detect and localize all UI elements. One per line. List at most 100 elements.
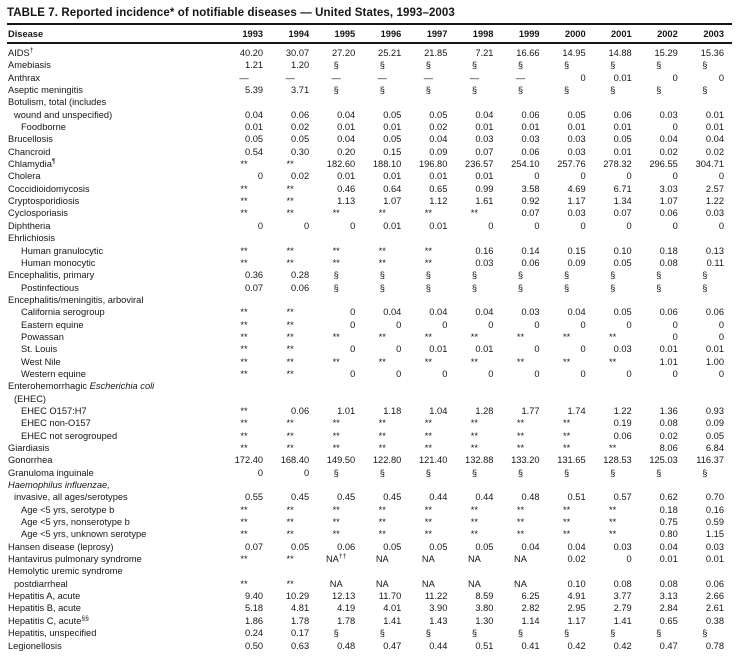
value-cell: — [377,72,387,83]
value-cell: ** [516,443,525,453]
table-row: EHEC not serogrouped ** ** ** ** ** ** ** ** 0.06… [7,430,732,442]
value-cell: 0 [718,220,724,231]
value-cell: § [656,85,662,96]
value-cell [363,380,409,392]
disease-label: invasive, all ages/serotypes [14,492,128,503]
value-cell: ** [562,504,571,515]
value-cell [317,96,363,108]
value-cell: 0 [350,344,356,355]
value-cell: ** [240,430,248,441]
value-cell [317,380,363,392]
value-cell [409,393,455,405]
disease-label: Haemophilus influenzae, [8,480,110,491]
value-cell: 0.80 [659,529,678,540]
value-cell: 296.55 [649,159,678,170]
value-cell: 0.08 [659,418,678,429]
value-cell [455,565,501,577]
value-cell: § [333,85,339,96]
value-cell: 0.20 [337,146,356,157]
table-row: invasive, all ages/serotypes 0.55 0.45 0.45… [7,491,732,503]
value-cell: 1.00 [705,356,724,367]
value-cell: ** [470,418,479,429]
value-cell: 0.05 [613,134,632,145]
disease-label: EHEC non-O157 [21,418,91,429]
value-cell: 0.03 [613,541,632,552]
value-cell [317,479,363,491]
value-cell: 122.80 [372,455,402,466]
value-cell: 0.78 [705,640,724,651]
value-cell: § [471,467,478,478]
value-cell: 0 [626,171,632,182]
table-row: West Nile ** ** ** ** ** ** ** ** ** 1.01 1.00 [7,356,732,368]
value-cell: 2.57 [705,183,724,194]
value-cell: 0.06 [613,430,632,441]
value-cell: 0.04 [475,109,494,120]
value-cell: ** [286,517,294,528]
value-cell: 1.07 [383,196,402,207]
table-row: Aseptic meningitis 5.39 3.71 § § § § § § § § § [7,84,732,96]
value-cell: 0.03 [659,109,678,120]
value-cell: 0.16 [475,245,494,256]
value-cell: 0.01 [705,344,724,355]
value-cell: 0.06 [521,146,540,157]
value-cell: § [656,282,662,293]
value-cell: 0.04 [429,307,448,318]
value-cell: 116.37 [696,455,724,466]
value-cell: 0.24 [244,628,264,639]
value-cell: § [656,60,662,71]
value-cell: 0.65 [659,615,678,626]
disease-label: Cyclosporiasis [8,208,68,219]
value-cell: 1.13 [337,196,356,207]
value-cell [686,393,732,405]
value-cell: ** [286,208,294,219]
value-cell: 0.62 [659,492,678,503]
value-cell [225,232,271,244]
column-header-disease: Disease [7,25,225,44]
value-cell [225,393,271,405]
table-row: Giardiasis ** ** ** ** ** ** ** ** ** 8.06 6.84 [7,442,732,454]
value-cell: 0.05 [383,134,402,145]
value-cell: 0.48 [521,492,540,503]
value-cell [686,294,732,306]
value-cell: 172.40 [234,455,264,466]
value-cell: 0.01 [521,122,540,133]
value-cell: ** [424,504,432,515]
table-row: Encephalitis/meningitis, arboviral [7,294,732,306]
value-cell: 0 [580,171,586,182]
value-cell: 2.95 [567,603,586,614]
value-cell: 0.05 [429,541,448,552]
value-cell: 6.84 [705,443,724,453]
value-cell: 0.02 [291,122,310,133]
value-cell: ** [332,517,340,528]
value-cell: 0.42 [567,640,586,651]
value-cell [640,479,686,491]
value-cell: ** [240,356,248,367]
table-row: Postinfectious 0.07 0.06 § § § § § § § § § [7,282,732,294]
value-cell: 4.01 [383,603,402,614]
value-cell: 1.36 [659,405,678,416]
value-cell: ** [424,356,432,367]
value-cell: NA†† [325,553,347,565]
value-cell [501,380,547,392]
value-cell: ** [609,331,617,342]
value-cell: 1.34 [613,196,632,207]
disease-label: Foodborne [21,122,66,133]
value-cell: ** [240,159,248,170]
table-title: TABLE 7. Reported incidence* of notifiab… [7,5,732,25]
value-cell: 2.84 [659,603,678,614]
value-cell [594,294,640,306]
value-cell: ** [286,368,294,379]
disease-label: St. Louis [21,344,58,355]
value-cell: 1.18 [383,405,402,416]
value-cell: 0.01 [337,122,356,133]
value-cell: 0.02 [705,146,724,157]
value-cell: ** [378,331,386,342]
disease-label: Hemolytic uremic syndrome [8,566,123,577]
value-cell: ** [424,331,432,342]
value-cell: § [333,60,339,71]
value-cell: 0.04 [705,134,724,145]
table-row: Cryptosporidiosis ** ** 1.13 1.07 1.12 1.61 0.9… [7,195,732,207]
value-cell: 0.06 [337,541,356,552]
value-cell: ** [286,319,294,330]
value-cell: § [517,628,524,639]
